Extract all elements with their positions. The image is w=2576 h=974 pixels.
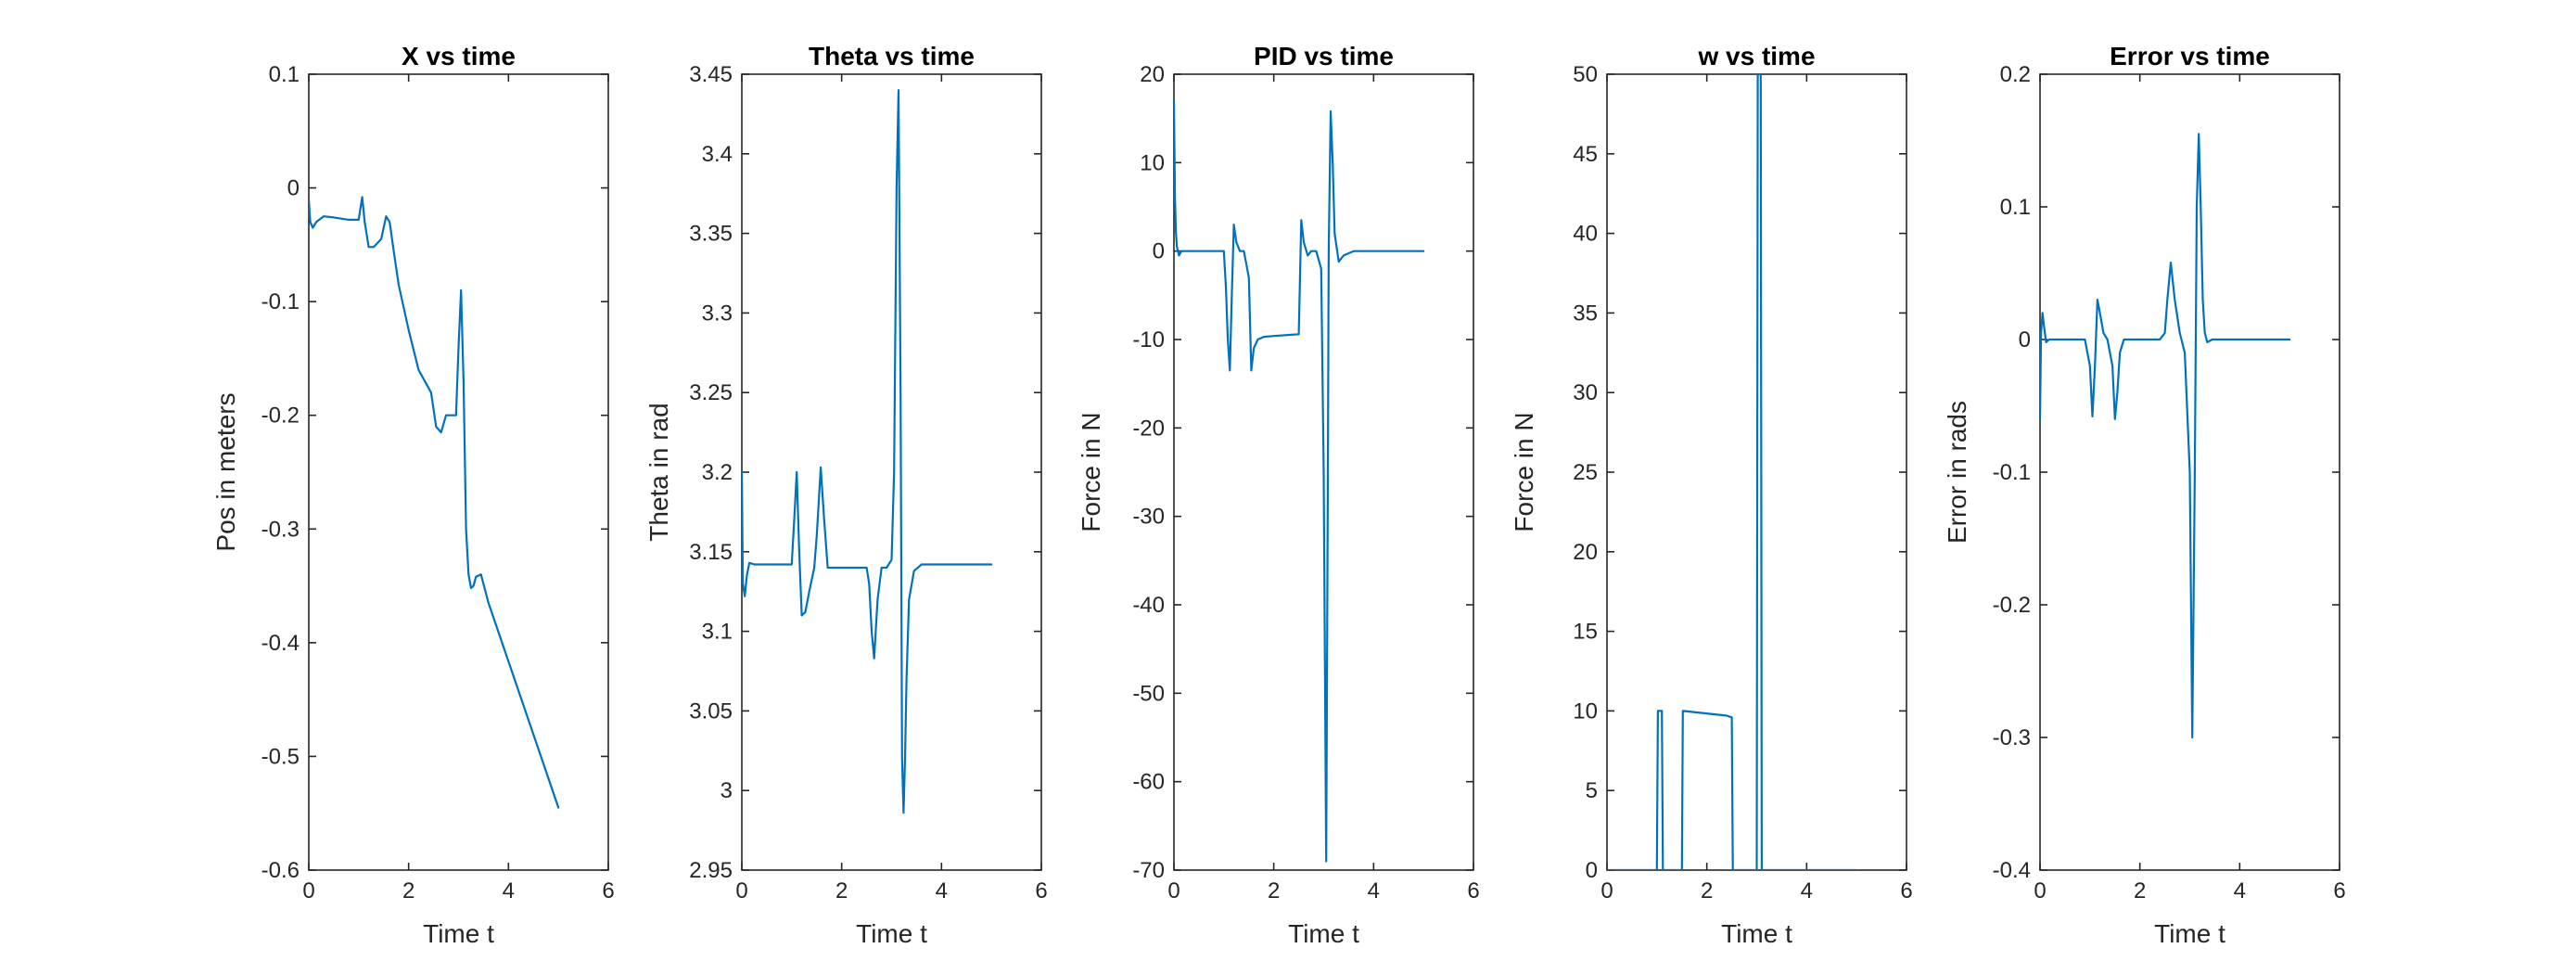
x-tick-label: 6 <box>2333 878 2345 904</box>
y-axis-label: Error in rads <box>1943 401 1971 544</box>
x-tick-label: 4 <box>936 878 948 904</box>
y-tick-label: -60 <box>1132 770 1165 795</box>
y-tick-label: 30 <box>1573 380 1598 405</box>
x-axis-label: Time t <box>1721 919 1792 948</box>
y-tick-label: -30 <box>1132 505 1165 530</box>
y-tick-label: 20 <box>1140 62 1165 87</box>
y-tick-label: 0.2 <box>2000 62 2031 87</box>
series-line <box>1174 99 1425 863</box>
x-tick-label: 0 <box>735 878 747 904</box>
y-tick-label: 0 <box>1153 239 1165 264</box>
series-line <box>309 196 560 809</box>
y-tick-label: 3.2 <box>702 460 733 485</box>
y-tick-label: -0.4 <box>1993 858 2031 883</box>
x-tick-label: 0 <box>2034 878 2046 904</box>
chart-title: Error vs time <box>2110 42 2270 70</box>
chart-title: w vs time <box>1697 42 1815 70</box>
y-tick-label: -0.2 <box>1993 593 2031 618</box>
x-axis-label: Time t <box>856 919 927 948</box>
y-tick-label: -0.4 <box>261 631 300 656</box>
x-tick-label: 0 <box>302 878 314 904</box>
y-tick-label: 0 <box>1586 858 1598 883</box>
y-tick-label: -0.3 <box>1993 725 2031 750</box>
x-tick-label: 6 <box>602 878 614 904</box>
y-tick-label: 3.05 <box>689 698 733 724</box>
subplot-2: Theta vs time 0 2 4 6 2.95 3 3.05 3.1 3.15 3.2 3.25… <box>644 42 1048 948</box>
series-line <box>2040 133 2291 739</box>
y-tick-label: -0.2 <box>261 404 300 429</box>
y-tick-label: 10 <box>1140 150 1165 175</box>
y-tick-label: -0.1 <box>1993 460 2031 485</box>
subplot-1: X vs time 0 2 4 6 -0.6 -0.5 -0.4 -0.3 -0.2 -0.1 0 0.… <box>211 42 615 948</box>
y-axis-label: Theta in rad <box>644 403 673 541</box>
y-tick-label: 15 <box>1573 620 1598 645</box>
y-tick-label: 0.1 <box>269 62 300 87</box>
y-tick-label: 20 <box>1573 540 1598 565</box>
x-tick-label: 2 <box>2134 878 2146 904</box>
y-tick-label: -70 <box>1132 858 1165 883</box>
y-tick-label: 0 <box>287 176 300 201</box>
subplot-4: w vs time 0 2 4 6 0 5 10 15 20 25 30 35 40 45 50 Time t F… <box>1510 42 1913 948</box>
y-tick-label: 0 <box>2019 327 2031 352</box>
x-tick-label: 6 <box>1900 878 1912 904</box>
chart-title: PID vs time <box>1254 42 1394 70</box>
subplot-5: Error vs time 0 2 4 6 -0.4 -0.3 -0.2 -0.1 0 0.1 0.2… <box>1943 42 2346 948</box>
y-axis-label: Force in N <box>1077 412 1105 532</box>
chart-title: X vs time <box>402 42 516 70</box>
series-line <box>742 89 993 814</box>
y-tick-label: -0.5 <box>261 744 300 769</box>
y-tick-label: 3.45 <box>689 62 733 87</box>
y-tick-label: -10 <box>1132 327 1165 352</box>
axes-box <box>741 73 1042 871</box>
y-tick-label: -0.3 <box>261 517 300 542</box>
x-axis-label: Time t <box>423 919 494 948</box>
y-tick-label: 3 <box>721 778 733 803</box>
y-tick-label: -20 <box>1132 416 1165 441</box>
x-axis-label: Time t <box>2154 919 2225 948</box>
y-tick-label: -50 <box>1132 681 1165 706</box>
y-tick-label: 0.1 <box>2000 195 2031 220</box>
x-tick-label: 2 <box>1701 878 1713 904</box>
y-tick-label: -40 <box>1132 593 1165 618</box>
y-tick-label: 25 <box>1573 460 1598 485</box>
x-tick-label: 6 <box>1035 878 1047 904</box>
y-tick-label: 3.3 <box>702 301 733 326</box>
chart-title: Theta vs time <box>809 42 975 70</box>
x-tick-label: 2 <box>1268 878 1280 904</box>
y-tick-label: 35 <box>1573 301 1598 326</box>
y-tick-label: 5 <box>1586 778 1598 803</box>
y-tick-label: 3.4 <box>702 142 733 167</box>
y-axis-label: Force in N <box>1510 412 1538 532</box>
y-tick-label: 50 <box>1573 62 1598 87</box>
x-tick-label: 6 <box>1467 878 1479 904</box>
y-tick-label: -0.6 <box>261 858 300 883</box>
series-line <box>1607 74 1858 870</box>
x-tick-label: 4 <box>2234 878 2246 904</box>
y-axis-label: Pos in meters <box>211 392 240 551</box>
x-tick-label: 0 <box>1167 878 1180 904</box>
y-tick-label: -0.1 <box>261 289 300 314</box>
x-axis-label: Time t <box>1288 919 1359 948</box>
y-tick-label: 3.25 <box>689 380 733 405</box>
axes-box <box>308 73 609 871</box>
x-tick-label: 4 <box>503 878 515 904</box>
y-tick-label: 3.15 <box>689 540 733 565</box>
y-tick-label: 10 <box>1573 698 1598 724</box>
x-tick-label: 4 <box>1368 878 1380 904</box>
y-tick-label: 2.95 <box>689 858 733 883</box>
x-tick-label: 4 <box>1801 878 1813 904</box>
y-tick-label: 40 <box>1573 222 1598 247</box>
y-tick-label: 45 <box>1573 142 1598 167</box>
x-tick-label: 2 <box>835 878 848 904</box>
y-tick-label: 3.35 <box>689 222 733 247</box>
x-tick-label: 0 <box>1600 878 1613 904</box>
y-tick-label: 3.1 <box>702 620 733 645</box>
x-tick-label: 2 <box>402 878 414 904</box>
subplot-3: PID vs time 0 2 4 6 -70 -60 -50 -40 -30 -20 -10 0 10 2… <box>1077 42 1480 948</box>
